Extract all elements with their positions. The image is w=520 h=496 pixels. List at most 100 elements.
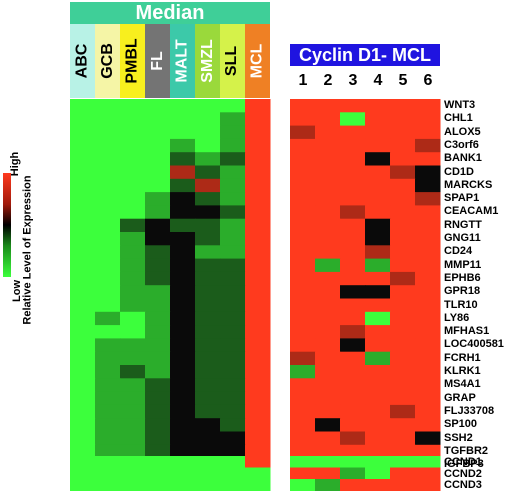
- median-cell-r25-c2: [120, 431, 146, 446]
- gene-label-ccnd3: CCND3: [444, 479, 482, 491]
- median-cell-r9-c7: [245, 218, 271, 233]
- cyclin-cell-r18-c0: [290, 338, 316, 353]
- gene-label-tgfbr2: TGFBR2: [444, 444, 488, 457]
- median-cell-r16-c1: [95, 311, 121, 326]
- ccnd-median-cell-r0-c1: [95, 456, 121, 468]
- median-cell-r25-c7: [245, 431, 271, 446]
- median-cell-r0-c3: [145, 99, 171, 113]
- cyclin-cell-r3-c3: [365, 138, 391, 153]
- ccnd-median-cell-r2-c3: [145, 479, 171, 491]
- median-cell-r16-c4: [170, 311, 196, 326]
- cyclin-cell-r21-c2: [340, 378, 366, 393]
- median-cell-r26-c2: [120, 444, 146, 459]
- cyclin-cell-r17-c5: [415, 325, 441, 339]
- cyclin-cell-r16-c2: [340, 311, 366, 326]
- case-number-3: 3: [348, 72, 358, 89]
- ccnd-median-cell-r2-c5: [195, 479, 221, 491]
- ccnd-cyclin-cell-r2-c1: [315, 479, 341, 491]
- gene-label-gng11: GNG11: [444, 232, 481, 244]
- median-cell-r2-c4: [170, 125, 196, 140]
- ccnd-cyclin-cell-r0-c5: [415, 456, 441, 468]
- median-cell-r10-c3: [145, 232, 171, 246]
- cyclin-cell-r26-c2: [340, 444, 366, 459]
- cyclin-cell-r11-c4: [390, 245, 416, 260]
- median-cell-r12-c1: [95, 258, 121, 273]
- ccnd-cyclin-cell-r2-c3: [365, 479, 391, 491]
- median-cell-r11-c7: [245, 245, 271, 260]
- median-cell-r13-c2: [120, 271, 146, 286]
- ccnd-cyclin-cell-r2-c0: [290, 479, 316, 491]
- cyclin-cell-r1-c4: [390, 112, 416, 127]
- median-cell-r21-c0: [70, 378, 96, 393]
- median-cell-r17-c6: [220, 325, 246, 339]
- median-cell-r7-c0: [70, 192, 96, 206]
- median-cell-r17-c5: [195, 325, 221, 339]
- cyclin-cell-r17-c1: [315, 325, 341, 339]
- median-cell-r23-c1: [95, 404, 121, 419]
- median-cell-r1-c7: [245, 112, 271, 127]
- ccnd-median-cell-r2-c4: [170, 479, 196, 491]
- gene-label-mmp11: MMP11: [444, 258, 482, 271]
- median-cell-r26-c1: [95, 444, 121, 459]
- median-cell-r19-c5: [195, 351, 221, 366]
- cyclin-title-text: Cyclin D1- MCL: [298, 44, 431, 65]
- median-cell-r0-c7: [245, 99, 271, 113]
- median-cell-r12-c3: [145, 258, 171, 273]
- median-cell-r12-c6: [220, 258, 246, 273]
- cyclin-cell-r13-c5: [415, 271, 441, 286]
- cyclin-cell-r8-c0: [290, 205, 316, 220]
- median-cell-r7-c3: [145, 192, 171, 206]
- cyclin-cell-r2-c1: [315, 125, 341, 140]
- gene-label-fcrh1: FCRH1: [444, 351, 481, 364]
- gene-label-ssh2: SSH2: [444, 431, 473, 444]
- median-cell-r26-c7: [245, 444, 271, 459]
- case-number-4: 4: [373, 72, 383, 89]
- median-cell-r18-c7: [245, 338, 271, 353]
- cyclin-cell-r21-c0: [290, 378, 316, 393]
- median-cell-r14-c5: [195, 285, 221, 299]
- median-cell-r4-c1: [95, 152, 121, 166]
- cyclin-cell-r23-c1: [315, 404, 341, 419]
- cyclin-cell-r13-c2: [340, 271, 366, 286]
- ccnd-median-cell-r0-c6: [220, 456, 246, 468]
- cyclin-cell-r9-c3: [365, 218, 391, 233]
- median-cell-r26-c3: [145, 444, 171, 459]
- cyclin-cell-r8-c4: [390, 205, 416, 220]
- cyclin-cell-r19-c2: [340, 351, 366, 366]
- cyclin-cell-r18-c4: [390, 338, 416, 353]
- cyclin-cell-r12-c3: [365, 258, 391, 273]
- cyclin-cell-r0-c5: [415, 99, 441, 113]
- cyclin-cell-r16-c5: [415, 311, 441, 326]
- cyclin-cell-r20-c3: [365, 365, 391, 379]
- subtype-header-mcl: MCL: [245, 24, 270, 98]
- median-cell-r21-c4: [170, 378, 196, 393]
- median-cell-r19-c3: [145, 351, 171, 366]
- cyclin-cell-r24-c0: [290, 418, 316, 432]
- cyclin-cell-r1-c1: [315, 112, 341, 127]
- median-cell-r12-c7: [245, 258, 271, 273]
- cyclin-cell-r22-c0: [290, 391, 316, 406]
- cyclin-cell-r6-c5: [415, 178, 441, 193]
- median-cell-r7-c5: [195, 192, 221, 206]
- gene-label-gpr18: GPR18: [444, 285, 481, 298]
- median-cell-r7-c4: [170, 192, 196, 206]
- median-cell-r6-c2: [120, 178, 146, 193]
- median-cell-r22-c7: [245, 391, 271, 406]
- median-cell-r25-c0: [70, 431, 96, 446]
- median-cell-r0-c6: [220, 99, 246, 113]
- median-cell-r24-c6: [220, 418, 246, 432]
- median-cell-r18-c4: [170, 338, 196, 353]
- median-cell-r12-c2: [120, 258, 146, 273]
- cyclin-cell-r12-c2: [340, 258, 366, 273]
- case-number-5: 5: [398, 72, 408, 89]
- median-cell-r25-c6: [220, 431, 246, 446]
- cyclin-cell-r3-c5: [415, 138, 441, 153]
- median-cell-r19-c6: [220, 351, 246, 366]
- median-cell-r2-c3: [145, 125, 171, 140]
- median-cell-r17-c0: [70, 325, 96, 339]
- ccnd-cyclin-cell-r1-c5: [415, 467, 441, 480]
- median-cell-r4-c3: [145, 152, 171, 166]
- median-cell-r11-c2: [120, 245, 146, 260]
- median-cell-r21-c7: [245, 378, 271, 393]
